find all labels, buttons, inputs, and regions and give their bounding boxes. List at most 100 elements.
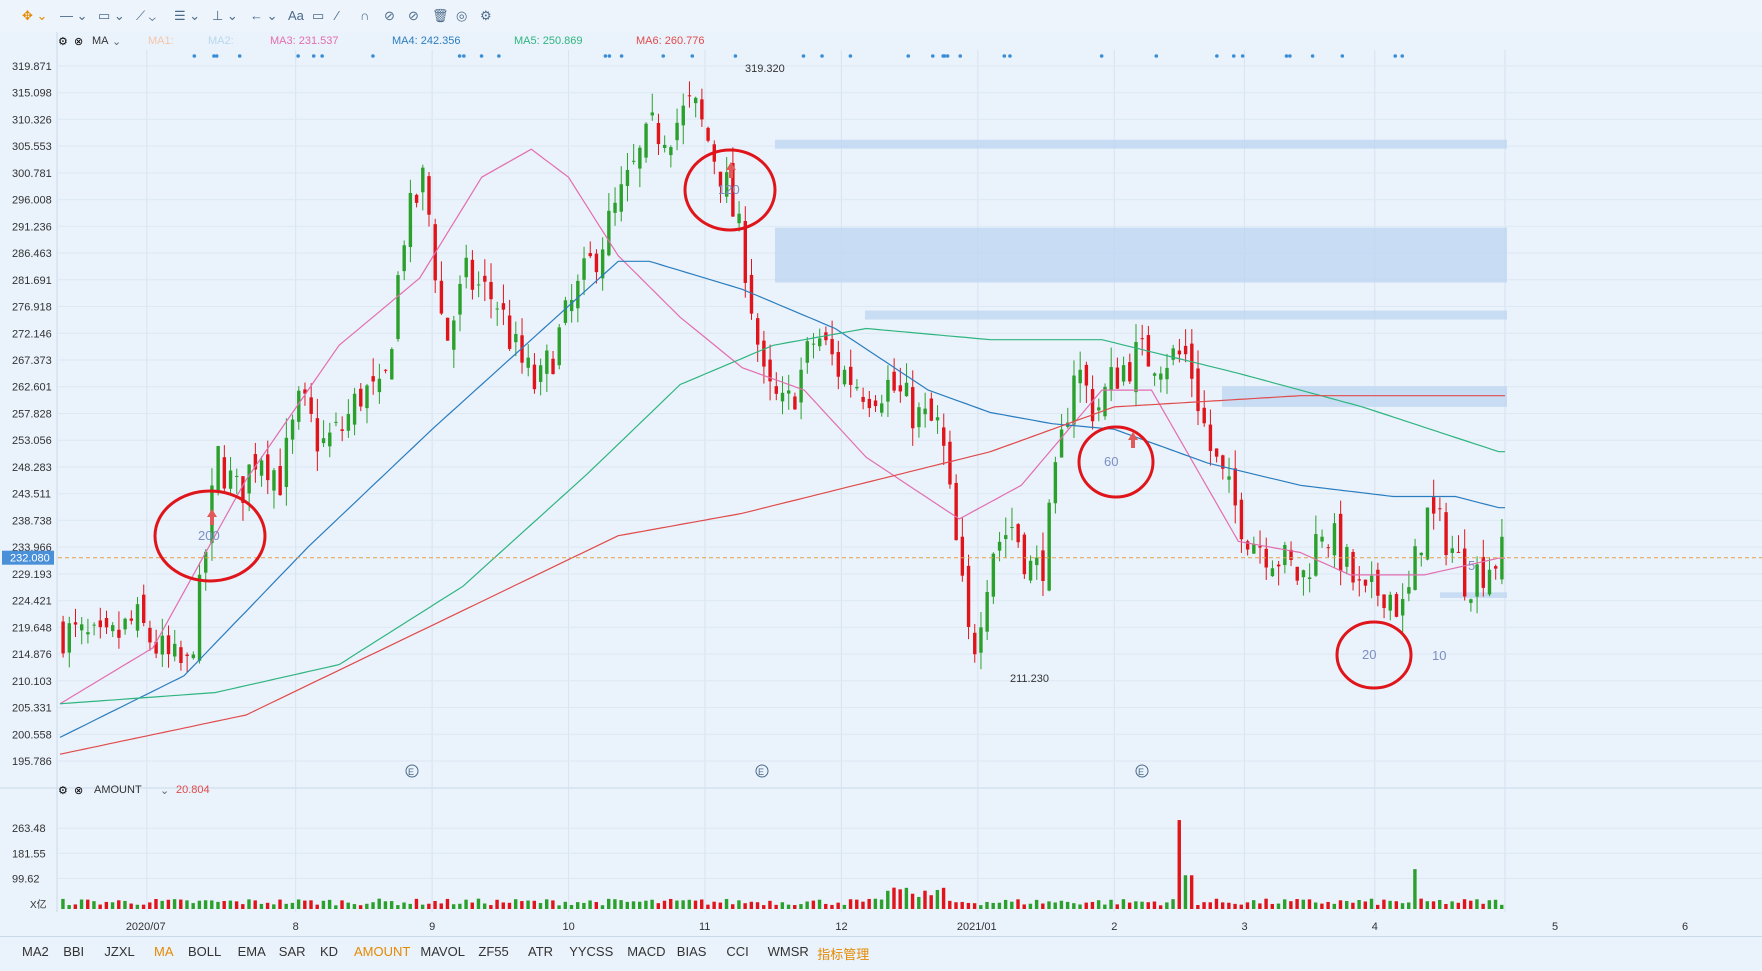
indicator-tab-wmsr[interactable]: WMSR — [767, 944, 809, 959]
volume-bar[interactable] — [1177, 820, 1181, 909]
candle[interactable] — [1059, 429, 1064, 458]
volume-bar[interactable] — [1295, 899, 1299, 909]
candle[interactable] — [1307, 577, 1312, 580]
volume-bar[interactable] — [935, 889, 940, 909]
volume-bar[interactable] — [520, 901, 524, 909]
indicator-tab-ma2[interactable]: MA2 — [22, 944, 49, 959]
circle-annotation[interactable] — [683, 148, 777, 232]
chart-area[interactable]: 319.871 315.098 310.326 305.553 300.781 296.0… — [0, 32, 1762, 936]
candle[interactable] — [706, 127, 710, 141]
candle[interactable] — [619, 184, 623, 212]
volume-bar[interactable] — [867, 898, 871, 909]
legend-name[interactable]: MA — [92, 35, 109, 47]
volume-bar[interactable] — [1078, 904, 1082, 909]
volume-bar[interactable] — [1431, 901, 1436, 909]
volume-bar[interactable] — [805, 901, 809, 909]
candle[interactable] — [1320, 536, 1324, 542]
volume-bar[interactable] — [154, 899, 158, 909]
volume-bar[interactable] — [526, 900, 530, 909]
candle[interactable] — [1221, 455, 1225, 469]
volume-bar[interactable] — [1500, 904, 1504, 909]
volume-bar[interactable] — [1394, 901, 1399, 909]
volume-bar[interactable] — [1214, 898, 1219, 909]
candle[interactable] — [160, 635, 165, 655]
volume-bar[interactable] — [464, 899, 468, 909]
volume-bar[interactable] — [1400, 903, 1405, 909]
candle[interactable] — [1456, 551, 1461, 553]
volume-bar[interactable] — [67, 905, 71, 909]
volume-bar[interactable] — [1158, 905, 1163, 909]
volume-bar[interactable] — [98, 904, 102, 909]
volume-bar[interactable] — [1065, 901, 1070, 909]
volume-bar[interactable] — [879, 899, 884, 909]
volume-bar[interactable] — [675, 900, 679, 909]
candle[interactable] — [297, 390, 301, 422]
candle[interactable] — [1097, 407, 1101, 411]
candle[interactable] — [346, 414, 351, 431]
volume-bar[interactable] — [681, 900, 685, 909]
candle[interactable] — [352, 393, 357, 425]
candle[interactable] — [849, 366, 853, 385]
candle[interactable] — [1103, 386, 1107, 417]
support-zone[interactable] — [775, 227, 1507, 283]
candle[interactable] — [278, 466, 282, 496]
volume-bar[interactable] — [1382, 899, 1386, 909]
candle[interactable] — [650, 112, 654, 116]
chevron-down-icon[interactable]: ⌄ — [160, 785, 170, 797]
volume-bar[interactable] — [662, 900, 667, 909]
volume-bar[interactable] — [172, 899, 177, 909]
hide-icon[interactable]: ⊘ — [408, 8, 419, 23]
candle[interactable] — [954, 482, 958, 541]
trash-icon[interactable]: 🗑 — [432, 8, 449, 23]
volume-bar[interactable] — [793, 905, 797, 909]
candle[interactable] — [247, 464, 251, 494]
legend-gear-icon[interactable]: ⚙ — [58, 36, 68, 48]
candle[interactable] — [1487, 569, 1492, 595]
candle[interactable] — [1314, 534, 1318, 576]
event-marker-icon[interactable] — [405, 764, 419, 778]
candle[interactable] — [805, 341, 810, 363]
volume-bar[interactable] — [1115, 904, 1119, 909]
volume-bar[interactable] — [377, 898, 381, 909]
volume-bar[interactable] — [1413, 869, 1417, 909]
candle[interactable] — [1078, 369, 1082, 384]
volume-bar[interactable] — [482, 903, 487, 909]
volume-bar[interactable] — [1481, 903, 1485, 909]
candle[interactable] — [948, 441, 952, 485]
candle[interactable] — [1425, 507, 1430, 560]
candle[interactable] — [1245, 541, 1250, 550]
volume-bar[interactable] — [1276, 903, 1281, 909]
candle[interactable] — [216, 446, 220, 491]
volume-bar[interactable] — [104, 901, 109, 909]
candle[interactable] — [129, 618, 134, 621]
volume-bar[interactable] — [544, 899, 549, 909]
candle[interactable] — [135, 604, 140, 631]
candle[interactable] — [377, 378, 382, 393]
volume-bar[interactable] — [1152, 901, 1157, 909]
event-marker-icon[interactable] — [1135, 764, 1149, 778]
candle[interactable] — [1493, 566, 1498, 569]
volume-bar[interactable] — [873, 898, 878, 909]
volume-bar[interactable] — [749, 901, 754, 909]
candle[interactable] — [408, 192, 413, 248]
volume-bar[interactable] — [327, 899, 332, 909]
candle[interactable] — [1090, 389, 1095, 422]
volume-bar[interactable] — [1320, 903, 1324, 909]
volume-bar[interactable] — [402, 902, 406, 909]
candle[interactable] — [1053, 462, 1058, 504]
candle[interactable] — [886, 379, 890, 402]
candle[interactable] — [656, 122, 661, 145]
candle[interactable] — [142, 594, 146, 623]
circle-annotation[interactable] — [1335, 620, 1413, 690]
volume-bar[interactable] — [358, 905, 363, 909]
arrow-icon[interactable]: ← ⌄ — [250, 8, 278, 23]
volume-bar[interactable] — [433, 900, 437, 909]
candle[interactable] — [315, 418, 320, 452]
volume-bar[interactable] — [470, 902, 474, 909]
candle[interactable] — [1351, 551, 1355, 583]
candle[interactable] — [551, 358, 555, 375]
volume-bar[interactable] — [1493, 899, 1498, 909]
candle[interactable] — [1028, 560, 1033, 581]
candle[interactable] — [545, 350, 549, 374]
volume-bar[interactable] — [1227, 902, 1231, 909]
